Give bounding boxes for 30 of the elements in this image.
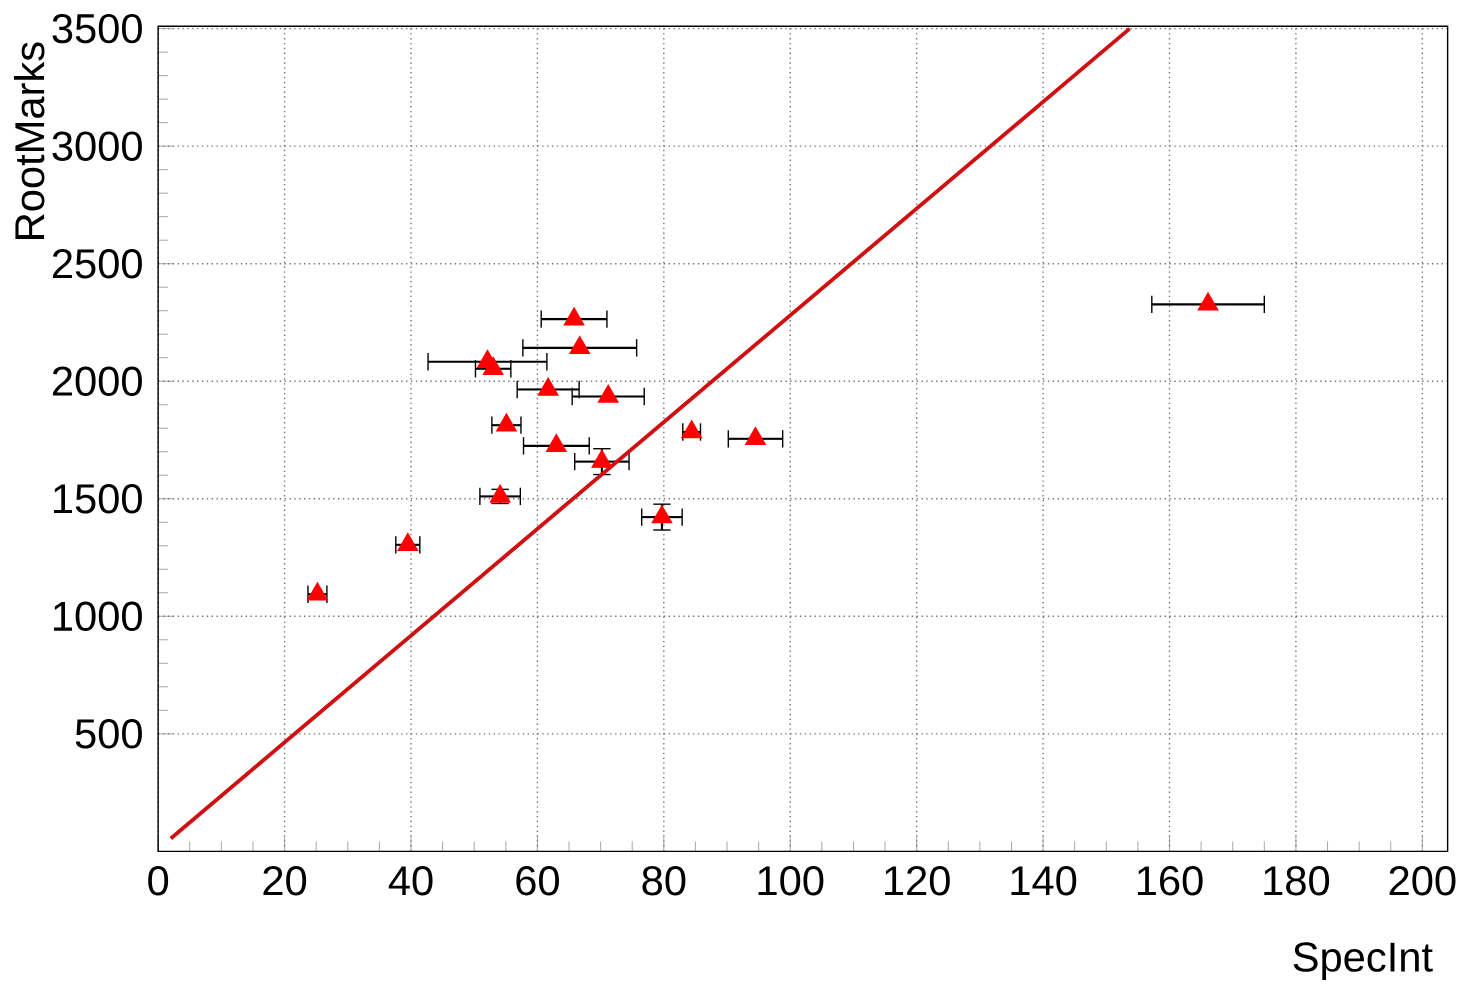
- point: [569, 336, 591, 355]
- y-tick-label: 1500: [54, 484, 142, 514]
- point: [563, 307, 585, 326]
- x-tick-label: 60: [516, 865, 559, 896]
- x-tick-label: 200: [1389, 865, 1456, 896]
- point: [482, 356, 504, 376]
- x-tick-label: 100: [758, 865, 824, 896]
- y-tick-label: 1000: [54, 601, 142, 632]
- y-tick-label: 3000: [52, 131, 142, 161]
- x-tick-label: 140: [1011, 865, 1077, 896]
- point: [489, 484, 511, 503]
- point: [496, 413, 517, 432]
- x-tick-label: 20: [263, 865, 307, 896]
- point: [537, 377, 559, 396]
- y-tick-label: 500: [75, 719, 142, 749]
- x-tick-label: 120: [885, 865, 950, 896]
- y-axis-title: RootMarks: [13, 42, 45, 239]
- x-tick-label: 180: [1264, 865, 1330, 896]
- x-tick-label: 0: [148, 865, 169, 896]
- point: [745, 427, 766, 446]
- x-tick-label: 80: [642, 865, 686, 896]
- point: [546, 434, 567, 453]
- y-tick-label: 2500: [52, 248, 142, 279]
- point: [1197, 292, 1219, 311]
- point: [597, 384, 619, 403]
- y-tick-label: 3500: [52, 13, 142, 44]
- y-tick-label: 2000: [52, 366, 142, 396]
- x-tick-label: 40: [388, 865, 433, 896]
- x-tick-label: 160: [1137, 865, 1203, 896]
- x-axis-title: SpecInt: [1293, 942, 1433, 981]
